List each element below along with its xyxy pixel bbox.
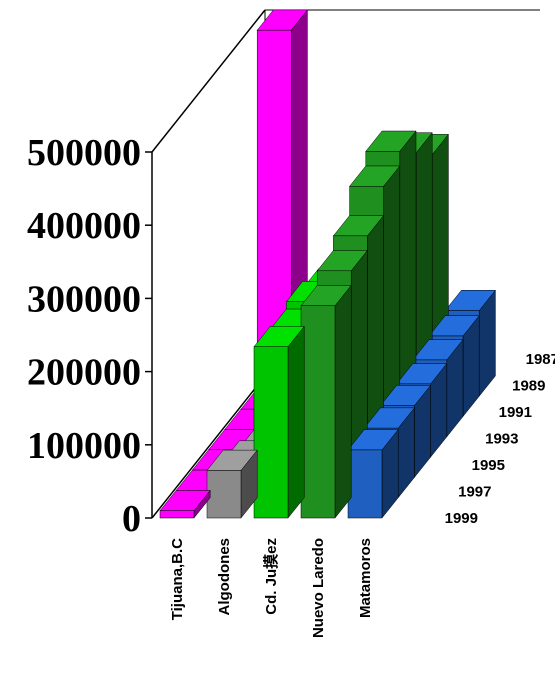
bar [253, 325, 305, 519]
wall-edge [151, 9, 266, 153]
y-tick-label: 100000 [27, 425, 141, 467]
y-tick-label: 200000 [27, 352, 141, 394]
depth-tick-label: 1993 [485, 431, 518, 448]
bar [206, 449, 258, 519]
depth-tick-label: 1999 [445, 510, 478, 527]
bar [300, 284, 352, 519]
bar-front [300, 305, 336, 519]
bar [159, 489, 211, 519]
bar-side [334, 284, 352, 519]
y-tick-label: 0 [122, 498, 141, 540]
y-tick-label: 400000 [27, 205, 141, 247]
bar-front [206, 470, 242, 519]
depth-tick-label: 1997 [458, 484, 491, 501]
depth-tick-label: 1987 [526, 351, 555, 368]
y-tick-label: 500000 [27, 132, 141, 174]
x-tick-label: Algodones [216, 538, 233, 616]
depth-tick-label: 1989 [512, 378, 545, 395]
depth-tick-label: 1991 [499, 404, 532, 421]
bar-side [287, 325, 305, 519]
bar-front [347, 449, 383, 519]
x-tick-label: Tijuana,B.C [169, 538, 186, 620]
y-tick-label: 300000 [27, 278, 141, 320]
x-tick-label: Nuevo Laredo [310, 538, 327, 638]
floor-edge [151, 375, 266, 519]
x-tick-label: Cd. Ju摸ez [262, 538, 280, 615]
bar [347, 428, 399, 519]
depth-tick-label: 1995 [472, 457, 505, 474]
bar-front [253, 346, 289, 519]
x-tick-label: Matamoros [357, 538, 374, 618]
bar-front [159, 510, 195, 519]
